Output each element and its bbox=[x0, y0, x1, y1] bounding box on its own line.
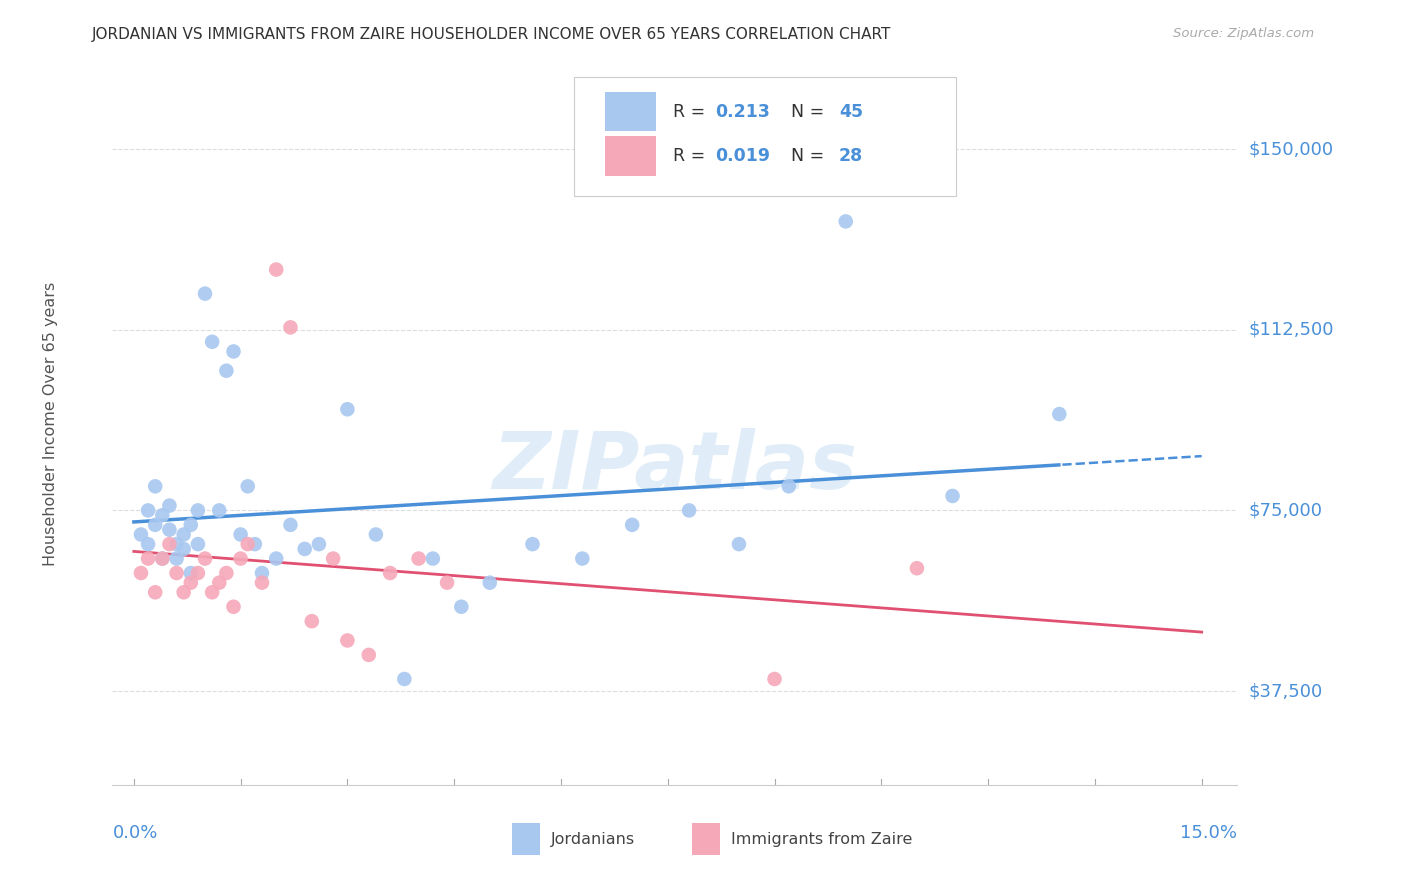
Text: 0.0%: 0.0% bbox=[112, 824, 157, 842]
Text: R =: R = bbox=[672, 103, 710, 120]
Text: ZIPatlas: ZIPatlas bbox=[492, 428, 858, 506]
Point bbox=[129, 527, 152, 541]
Point bbox=[194, 551, 217, 566]
Point bbox=[728, 537, 751, 551]
Point bbox=[229, 551, 252, 566]
Point bbox=[264, 551, 287, 566]
Point bbox=[150, 551, 173, 566]
Point bbox=[571, 551, 593, 566]
Point bbox=[159, 537, 181, 551]
FancyBboxPatch shape bbox=[692, 823, 720, 855]
FancyBboxPatch shape bbox=[574, 77, 956, 196]
Point bbox=[394, 672, 416, 686]
Point bbox=[243, 537, 266, 551]
Text: Immigrants from Zaire: Immigrants from Zaire bbox=[731, 831, 912, 847]
Point bbox=[450, 599, 472, 614]
Point bbox=[250, 575, 273, 590]
Point bbox=[422, 551, 444, 566]
Point bbox=[236, 479, 259, 493]
FancyBboxPatch shape bbox=[605, 136, 655, 177]
Point bbox=[143, 517, 166, 532]
Text: $37,500: $37,500 bbox=[1249, 682, 1323, 700]
Point bbox=[522, 537, 544, 551]
Point bbox=[166, 537, 188, 551]
Point bbox=[364, 527, 387, 541]
Point bbox=[143, 479, 166, 493]
Point bbox=[250, 566, 273, 580]
Point bbox=[408, 551, 430, 566]
Text: 45: 45 bbox=[839, 103, 863, 120]
Text: JORDANIAN VS IMMIGRANTS FROM ZAIRE HOUSEHOLDER INCOME OVER 65 YEARS CORRELATION : JORDANIAN VS IMMIGRANTS FROM ZAIRE HOUSE… bbox=[91, 27, 891, 42]
Point bbox=[159, 499, 181, 513]
Point bbox=[280, 517, 302, 532]
Point bbox=[180, 566, 202, 580]
Point bbox=[336, 633, 359, 648]
Point bbox=[763, 672, 786, 686]
Text: 0.019: 0.019 bbox=[716, 147, 770, 165]
Point bbox=[294, 541, 316, 556]
Text: 15.0%: 15.0% bbox=[1180, 824, 1237, 842]
Point bbox=[222, 599, 245, 614]
Point bbox=[187, 566, 209, 580]
Text: R =: R = bbox=[672, 147, 710, 165]
Point bbox=[941, 489, 963, 503]
Point bbox=[357, 648, 380, 662]
Point bbox=[236, 537, 259, 551]
Point bbox=[166, 566, 188, 580]
Point bbox=[201, 334, 224, 349]
Text: Jordanians: Jordanians bbox=[551, 831, 636, 847]
FancyBboxPatch shape bbox=[605, 92, 655, 131]
Point bbox=[215, 566, 238, 580]
Point bbox=[136, 551, 159, 566]
Point bbox=[166, 551, 188, 566]
Point bbox=[678, 503, 700, 517]
Text: $75,000: $75,000 bbox=[1249, 501, 1323, 519]
Point bbox=[1047, 407, 1070, 421]
Point bbox=[180, 575, 202, 590]
Point bbox=[194, 286, 217, 301]
Point bbox=[187, 503, 209, 517]
Point bbox=[173, 541, 195, 556]
Text: 0.213: 0.213 bbox=[716, 103, 770, 120]
Point bbox=[180, 517, 202, 532]
Point bbox=[301, 614, 323, 628]
Text: Source: ZipAtlas.com: Source: ZipAtlas.com bbox=[1174, 27, 1315, 40]
FancyBboxPatch shape bbox=[512, 823, 540, 855]
Point bbox=[905, 561, 928, 575]
Point bbox=[129, 566, 152, 580]
Point bbox=[150, 551, 173, 566]
Text: Householder Income Over 65 years: Householder Income Over 65 years bbox=[44, 282, 58, 566]
Point bbox=[201, 585, 224, 599]
Point bbox=[136, 537, 159, 551]
Point bbox=[778, 479, 800, 493]
Point bbox=[322, 551, 344, 566]
Point bbox=[336, 402, 359, 417]
Point bbox=[835, 214, 858, 228]
Point bbox=[621, 517, 644, 532]
Point bbox=[436, 575, 458, 590]
Text: 28: 28 bbox=[839, 147, 863, 165]
Point bbox=[208, 503, 231, 517]
Point bbox=[208, 575, 231, 590]
Point bbox=[173, 585, 195, 599]
Point bbox=[378, 566, 401, 580]
Text: N =: N = bbox=[790, 103, 830, 120]
Point bbox=[280, 320, 302, 334]
Point bbox=[143, 585, 166, 599]
Point bbox=[159, 523, 181, 537]
Point bbox=[173, 527, 195, 541]
Point bbox=[136, 503, 159, 517]
Point bbox=[308, 537, 330, 551]
Point bbox=[215, 364, 238, 378]
Text: N =: N = bbox=[790, 147, 830, 165]
Text: $150,000: $150,000 bbox=[1249, 140, 1333, 158]
Point bbox=[264, 262, 287, 277]
Point bbox=[478, 575, 501, 590]
Text: $112,500: $112,500 bbox=[1249, 321, 1334, 339]
Point bbox=[229, 527, 252, 541]
Point bbox=[150, 508, 173, 523]
Point bbox=[187, 537, 209, 551]
Point bbox=[222, 344, 245, 359]
